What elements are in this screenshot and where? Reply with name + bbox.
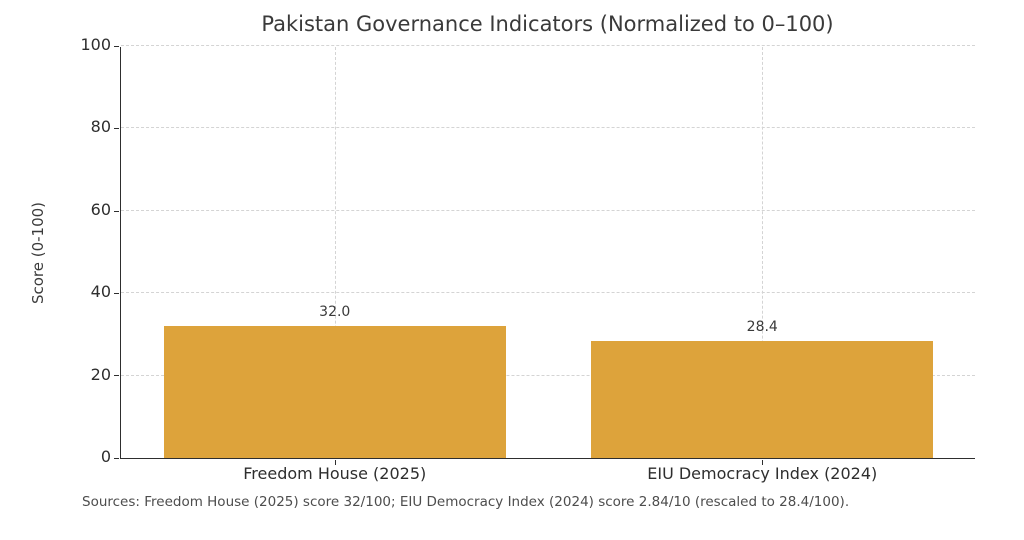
y-axis-tick — [114, 45, 119, 47]
bar-value-label: 32.0 — [319, 304, 351, 321]
horizontal-gridline — [121, 374, 975, 376]
x-axis-tick — [334, 460, 336, 465]
y-axis-label: Score (0-100) — [29, 201, 47, 305]
y-axis-tick — [114, 457, 119, 459]
y-axis-tick — [114, 210, 119, 212]
horizontal-gridline — [121, 292, 975, 294]
y-tick-label: 100 — [80, 35, 111, 54]
y-tick-label: 20 — [90, 364, 111, 384]
x-axis-tick — [762, 460, 764, 465]
y-tick-label: 0 — [100, 447, 111, 466]
horizontal-gridline — [121, 45, 975, 46]
chart-title: Pakistan Governance Indicators (Normaliz… — [261, 12, 834, 36]
bar-eiu-democracy-index — [591, 341, 934, 458]
x-tick-label: Freedom House (2025) — [243, 464, 427, 483]
source-note: Sources: Freedom House (2025) score 32/1… — [82, 494, 850, 510]
y-tick-label: 60 — [90, 199, 111, 219]
y-axis-tick — [114, 293, 119, 294]
y-axis-tick — [114, 128, 119, 130]
y-tick-label: 40 — [90, 282, 111, 302]
horizontal-gridline — [121, 127, 975, 129]
y-tick-label: 80 — [90, 117, 111, 137]
plot-area: 0 20 40 60 80 100 32.0 Freedom House (2025) 28.4… — [80, 35, 975, 483]
y-axis-tick — [114, 375, 119, 377]
bar-freedom-house — [163, 326, 506, 458]
vertical-gridline — [334, 47, 336, 458]
vertical-gridline — [762, 47, 764, 458]
horizontal-gridline — [121, 209, 975, 211]
x-tick-label: EIU Democracy Index (2024) — [647, 464, 878, 483]
bar-value-label: 28.4 — [746, 319, 778, 335]
